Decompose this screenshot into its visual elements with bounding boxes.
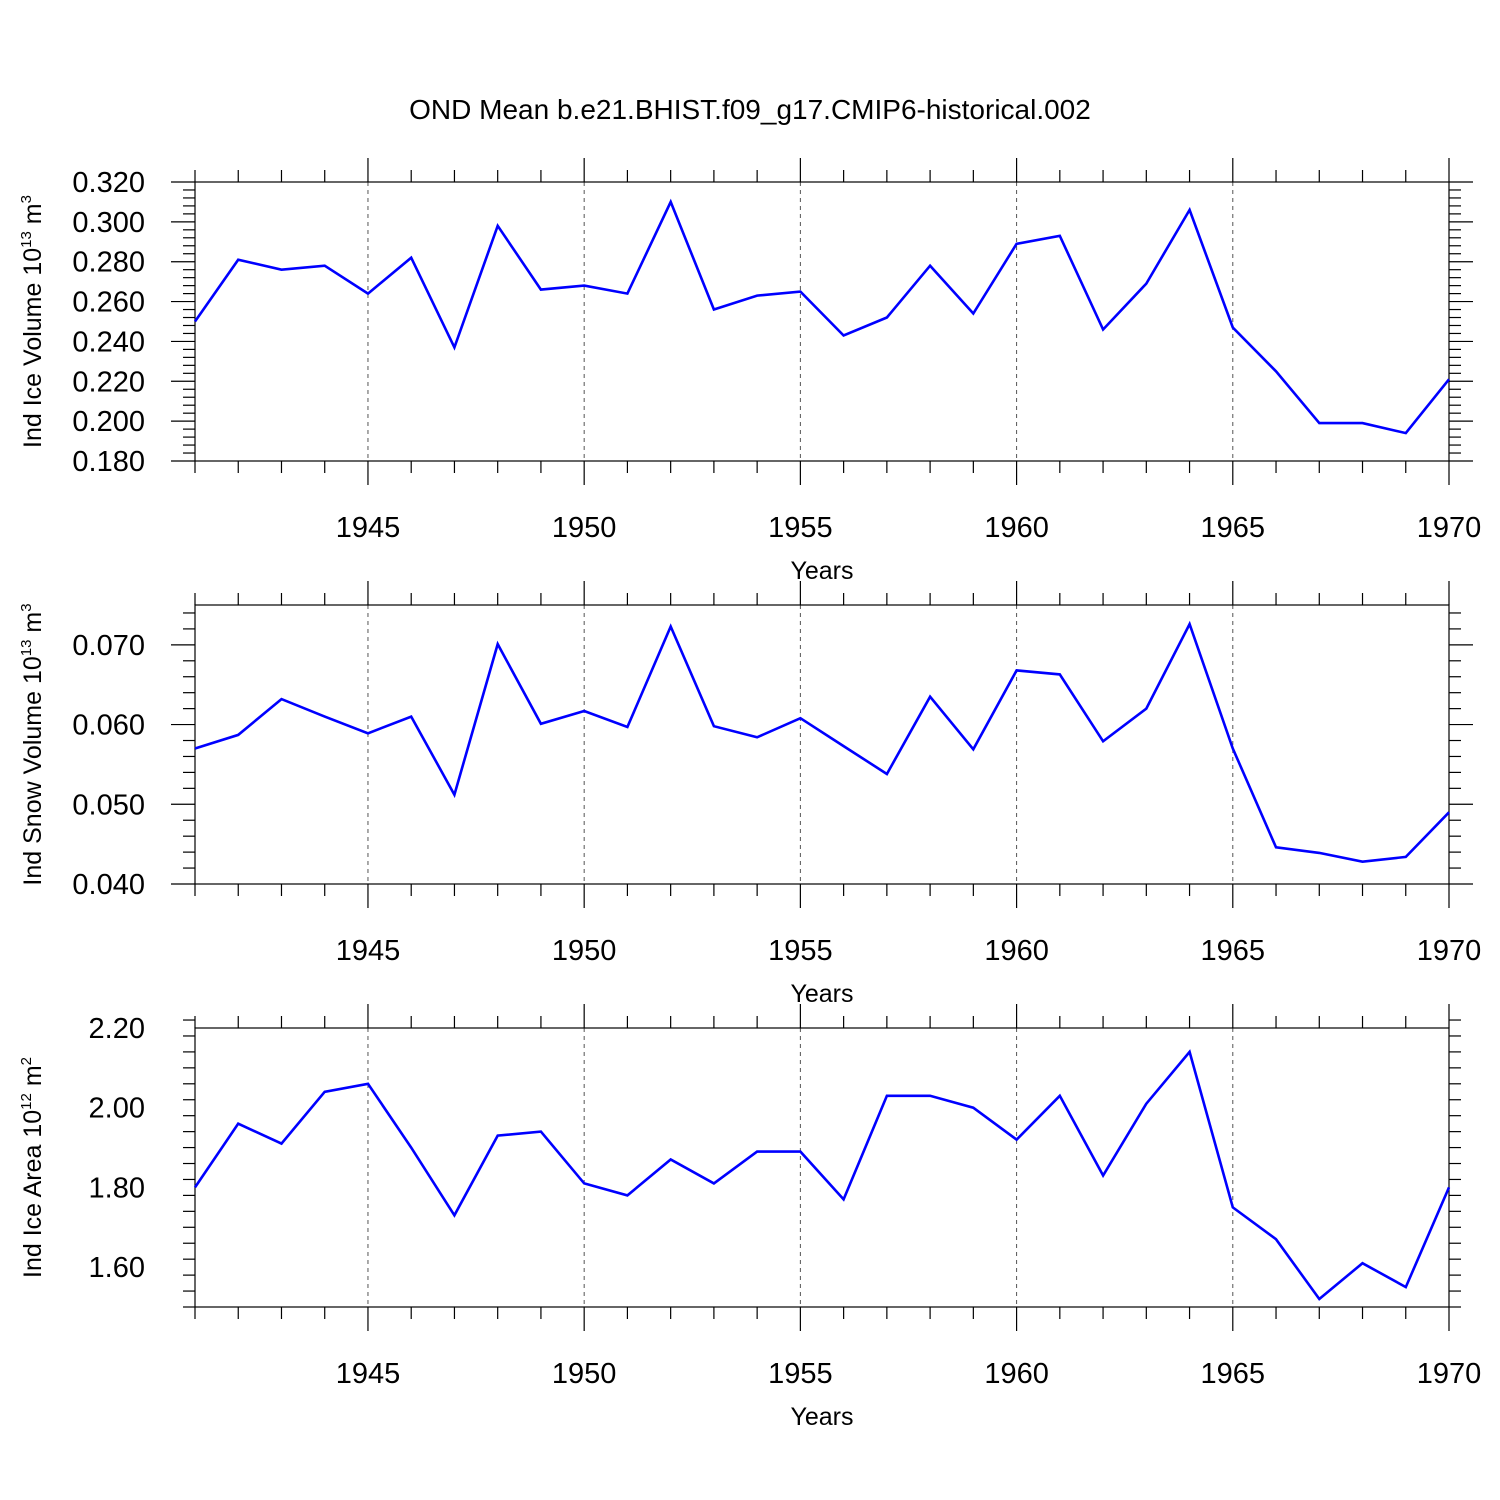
y-axis-title: Ind Ice Volume 1013 m3 bbox=[18, 195, 47, 448]
plot-frame bbox=[194, 181, 1450, 462]
x-tick-label: 1945 bbox=[336, 935, 401, 967]
y-tick-label: 2.00 bbox=[89, 1093, 145, 1125]
y-axis-title: Ind Ice Area 1012 m2 bbox=[18, 1057, 47, 1278]
x-tick-label: 1960 bbox=[984, 1358, 1049, 1390]
x-tick-label: 1965 bbox=[1201, 512, 1266, 544]
series-line bbox=[193, 1049, 1451, 1301]
x-tick-label: 1960 bbox=[984, 512, 1049, 544]
x-axis-title: Years bbox=[790, 1403, 853, 1431]
y-tick-label: 0.070 bbox=[72, 630, 145, 662]
y-tick-label: 0.320 bbox=[72, 167, 145, 199]
x-tick-label: 1960 bbox=[984, 935, 1049, 967]
y-tick-label: 0.180 bbox=[72, 446, 145, 478]
y-tick-label: 0.200 bbox=[72, 406, 145, 438]
x-tick-label: 1970 bbox=[1417, 935, 1482, 967]
y-tick-label: 0.240 bbox=[72, 326, 145, 358]
y-tick-label: 0.300 bbox=[72, 207, 145, 239]
y-tick-label: 2.20 bbox=[89, 1013, 145, 1045]
x-tick-label: 1955 bbox=[768, 1358, 833, 1390]
panel-3: 1.60 1.80 2.00 2.20 1945 1950 1955 1960 1965 1970… bbox=[18, 1004, 1481, 1431]
panel-2: 0.040 0.050 0.060 0.070 1945 1950 1955 1960 1965… bbox=[18, 581, 1481, 1008]
x-tick-label: 1955 bbox=[768, 935, 833, 967]
x-tick-label: 1950 bbox=[552, 512, 617, 544]
plot-frame bbox=[194, 1027, 1450, 1308]
x-tick-label: 1945 bbox=[336, 512, 401, 544]
y-tick-label: 0.220 bbox=[72, 366, 145, 398]
y-tick-label: 1.60 bbox=[89, 1252, 145, 1284]
x-axis-title: Years bbox=[790, 557, 853, 585]
panel-1: 0.180 0.200 0.220 0.240 0.260 0.280 0.300 0.320… bbox=[18, 158, 1481, 585]
y-axis-title: Ind Snow Volume 1013 m3 bbox=[18, 603, 47, 885]
x-tick-label: 1955 bbox=[768, 512, 833, 544]
y-tick-label: 1.80 bbox=[89, 1172, 145, 1204]
x-tick-label: 1965 bbox=[1201, 1358, 1266, 1390]
x-tick-label: 1970 bbox=[1417, 512, 1482, 544]
x-tick-label: 1950 bbox=[552, 935, 617, 967]
chart-panels: 0.180 0.200 0.220 0.240 0.260 0.280 0.300 0.320… bbox=[18, 158, 1481, 1431]
x-tick-label: 1945 bbox=[336, 1358, 401, 1390]
y-tick-label: 0.260 bbox=[72, 287, 145, 319]
x-axis-title: Years bbox=[790, 980, 853, 1008]
x-tick-label: 1950 bbox=[552, 1358, 617, 1390]
series-line bbox=[194, 620, 1450, 864]
plot-frame bbox=[194, 604, 1450, 885]
y-tick-label: 0.060 bbox=[72, 710, 145, 742]
y-tick-label: 0.040 bbox=[72, 869, 145, 901]
chart-title: OND Mean b.e21.BHIST.f09_g17.CMIP6-histo… bbox=[409, 94, 1091, 125]
series-line bbox=[193, 198, 1451, 435]
x-tick-label: 1965 bbox=[1201, 935, 1266, 967]
y-tick-label: 0.280 bbox=[72, 247, 145, 279]
x-tick-label: 1970 bbox=[1417, 1358, 1482, 1390]
y-tick-label: 0.050 bbox=[72, 789, 145, 821]
